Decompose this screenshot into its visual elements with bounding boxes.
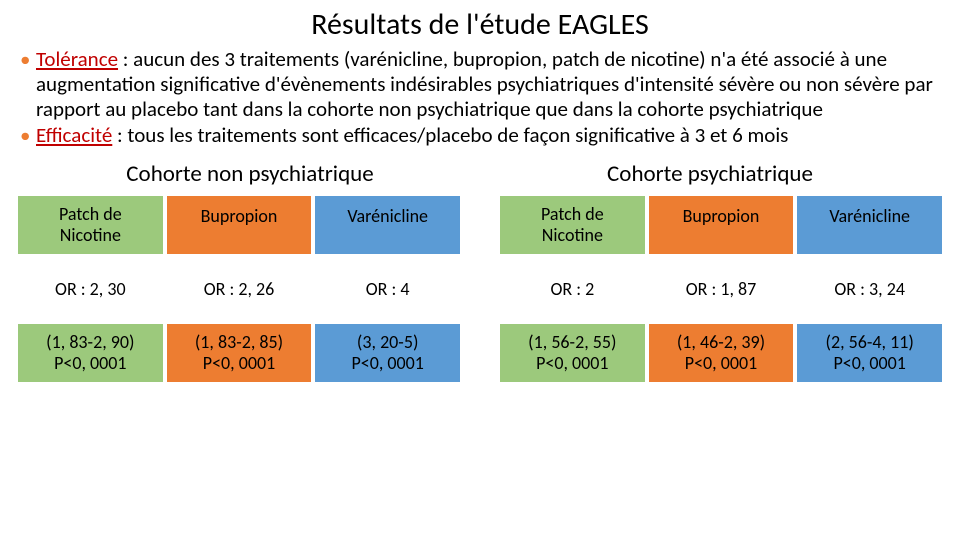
bullet-keyword: Tolérance xyxy=(36,46,118,72)
table-header: Bupropion xyxy=(167,196,312,254)
table-header: Varénicline xyxy=(315,196,460,254)
table-or-cell: OR : 2, 26 xyxy=(167,260,312,318)
table-or-cell: OR : 4 xyxy=(315,260,460,318)
table-ci-cell: (1, 46-2, 39)P<0, 0001 xyxy=(649,324,794,382)
bullet-text: : aucun des 3 traitements (varénicline, … xyxy=(36,46,933,122)
page-title: Résultats de l'étude EAGLES xyxy=(0,0,960,47)
cohort-title-nonpsy: Cohorte non psychiatrique xyxy=(20,160,480,188)
table-or-cell: OR : 1, 87 xyxy=(649,260,794,318)
table-header: Patch deNicotine xyxy=(500,196,645,254)
table-psy: Patch deNicotineBupropionVaréniclineOR :… xyxy=(500,196,942,382)
cohort-titles-row: Cohorte non psychiatrique Cohorte psychi… xyxy=(0,150,960,196)
table-header: Bupropion xyxy=(649,196,794,254)
tables-wrap: Patch deNicotineBupropionVaréniclineOR :… xyxy=(0,196,960,382)
bullet-text: : tous les traitements sont efficaces/pl… xyxy=(112,122,788,148)
bullet-keyword: Efficacité xyxy=(36,122,112,148)
table-header: Patch deNicotine xyxy=(18,196,163,254)
table-ci-cell: (1, 83-2, 85)P<0, 0001 xyxy=(167,324,312,382)
table-or-cell: OR : 3, 24 xyxy=(797,260,942,318)
table-or-cell: OR : 2, 30 xyxy=(18,260,163,318)
bullet-item: Tolérance : aucun des 3 traitements (var… xyxy=(20,47,940,121)
table-ci-cell: (3, 20-5)P<0, 0001 xyxy=(315,324,460,382)
cohort-title-psy: Cohorte psychiatrique xyxy=(480,160,940,188)
bullet-item: Efficacité : tous les traitements sont e… xyxy=(20,123,940,148)
table-ci-cell: (1, 83-2, 90)P<0, 0001 xyxy=(18,324,163,382)
table-header: Varénicline xyxy=(797,196,942,254)
bullet-list: Tolérance : aucun des 3 traitements (var… xyxy=(0,47,960,148)
table-ci-cell: (1, 56-2, 55)P<0, 0001 xyxy=(500,324,645,382)
table-ci-cell: (2, 56-4, 11)P<0, 0001 xyxy=(797,324,942,382)
table-or-cell: OR : 2 xyxy=(500,260,645,318)
table-nonpsy: Patch deNicotineBupropionVaréniclineOR :… xyxy=(18,196,460,382)
